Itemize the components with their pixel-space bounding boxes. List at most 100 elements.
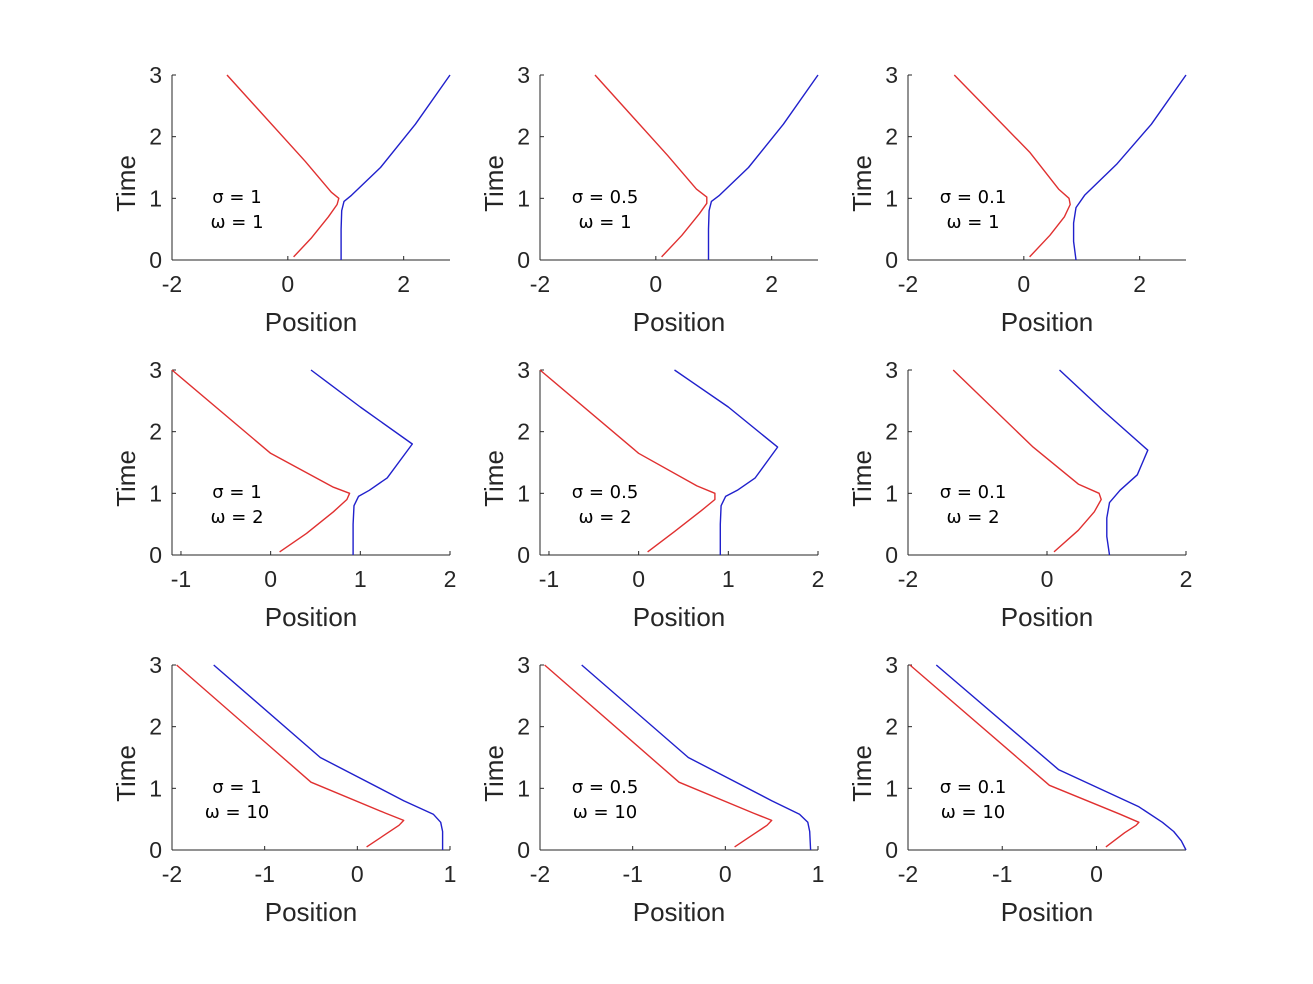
y-axis-title: Time	[847, 745, 877, 802]
y-tick-label: 2	[149, 714, 162, 740]
annotation-label: σ = 0.5	[572, 482, 639, 503]
y-tick-label: 3	[517, 62, 530, 88]
y-tick-label: 3	[149, 357, 162, 383]
y-tick-label: 2	[517, 419, 530, 445]
y-tick-label: 1	[149, 185, 162, 211]
y-tick-label: 0	[517, 247, 530, 273]
x-axis-title: Position	[265, 602, 358, 632]
x-tick-label: 2	[397, 271, 410, 297]
x-tick-label: 0	[649, 271, 662, 297]
series-line-1	[176, 664, 405, 848]
series-line-2	[310, 369, 413, 555]
x-tick-label: -2	[898, 861, 918, 887]
y-tick-label: 1	[517, 185, 530, 211]
y-tick-label: 1	[885, 185, 898, 211]
x-tick-label: 2	[1180, 566, 1193, 592]
x-tick-label: 2	[444, 566, 457, 592]
series-line-2	[707, 74, 819, 260]
y-axis-title: Time	[479, 450, 509, 507]
series-line-2	[340, 74, 451, 260]
y-tick-label: 3	[517, 357, 530, 383]
y-axis-title: Time	[111, 745, 141, 802]
x-tick-label: 1	[444, 861, 457, 887]
series-line-1	[594, 74, 708, 258]
x-tick-label: 1	[354, 566, 367, 592]
annotation-label: ω = 10	[941, 802, 1006, 823]
series-line-1	[171, 369, 351, 553]
x-tick-label: -1	[171, 566, 191, 592]
y-tick-label: 3	[885, 62, 898, 88]
y-tick-label: 2	[885, 124, 898, 150]
y-tick-label: 1	[885, 480, 898, 506]
annotation-label: σ = 0.1	[940, 187, 1007, 208]
y-tick-label: 3	[885, 357, 898, 383]
series-line-2	[213, 664, 444, 850]
x-tick-label: -2	[898, 566, 918, 592]
y-tick-label: 0	[149, 247, 162, 273]
series-line-1	[539, 369, 716, 553]
x-tick-label: 0	[264, 566, 277, 592]
y-axis-title: Time	[111, 155, 141, 212]
x-tick-label: -2	[162, 271, 182, 297]
y-axis-title: Time	[479, 155, 509, 212]
y-tick-label: 2	[517, 124, 530, 150]
y-tick-label: 3	[517, 652, 530, 678]
x-tick-label: 2	[812, 566, 825, 592]
x-tick-label: -1	[622, 861, 642, 887]
x-tick-label: 0	[1017, 271, 1030, 297]
x-axis-title: Position	[265, 897, 358, 927]
series-line-2	[674, 369, 779, 555]
y-tick-label: 0	[517, 542, 530, 568]
x-tick-label: 0	[719, 861, 732, 887]
y-tick-label: 0	[149, 542, 162, 568]
x-tick-label: -1	[992, 861, 1012, 887]
annotation-label: σ = 0.5	[572, 187, 639, 208]
series-line-1	[953, 74, 1071, 258]
x-tick-label: 0	[281, 271, 294, 297]
x-axis-title: Position	[633, 602, 726, 632]
annotation-label: ω = 2	[210, 507, 263, 528]
y-tick-label: 2	[149, 419, 162, 445]
y-tick-label: 3	[149, 62, 162, 88]
x-tick-label: -2	[530, 861, 550, 887]
x-tick-label: 2	[765, 271, 778, 297]
y-tick-label: 2	[517, 714, 530, 740]
y-tick-label: 1	[885, 775, 898, 801]
x-tick-label: 0	[1090, 861, 1103, 887]
subplot-8: -2 -1 0 1 0 1 2 3 Position Time σ = 0.5 ω = 10	[479, 652, 824, 927]
annotation-label: σ = 0.5	[572, 777, 639, 798]
y-axis-title: Time	[847, 155, 877, 212]
y-tick-label: 1	[149, 775, 162, 801]
series-line-2	[1059, 369, 1149, 556]
y-axis-title: Time	[479, 745, 509, 802]
subplot-5: -1 0 1 2 0 1 2 3 Position Time σ = 0.5 ω = 2	[479, 357, 824, 632]
series-line-1	[226, 74, 340, 258]
annotation-label: ω = 1	[210, 212, 263, 233]
annotation-label: ω = 10	[205, 802, 270, 823]
annotation-label: ω = 1	[946, 212, 999, 233]
y-axis-title: Time	[847, 450, 877, 507]
y-tick-label: 3	[149, 652, 162, 678]
series-line-2	[935, 664, 1187, 851]
subplot-4: -1 0 1 2 0 1 2 3 Position Time σ = 1 ω = 2	[111, 357, 456, 632]
y-tick-label: 0	[885, 837, 898, 863]
x-axis-title: Position	[1001, 602, 1094, 632]
annotation-label: σ = 0.1	[940, 777, 1007, 798]
x-tick-label: -2	[530, 271, 550, 297]
x-tick-label: 2	[1133, 271, 1146, 297]
x-axis-title: Position	[1001, 897, 1094, 927]
x-tick-label: 1	[722, 566, 735, 592]
series-line-2	[581, 664, 812, 851]
x-tick-label: 0	[1041, 566, 1054, 592]
y-axis-title: Time	[111, 450, 141, 507]
y-tick-label: 1	[517, 480, 530, 506]
x-tick-label: 0	[351, 861, 364, 887]
annotation-label: σ = 0.1	[940, 482, 1007, 503]
annotation-label: ω = 10	[573, 802, 638, 823]
x-axis-title: Position	[1001, 307, 1094, 337]
